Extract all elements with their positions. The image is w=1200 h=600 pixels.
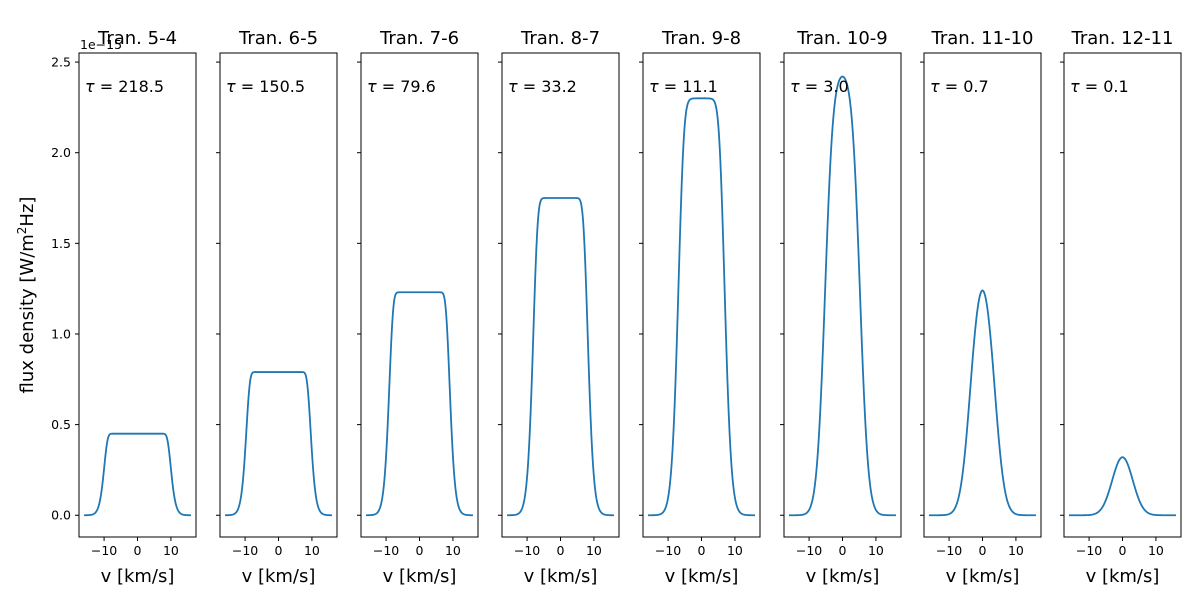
y-tick-label: 2.5 (51, 55, 71, 70)
spectral-line (929, 289, 1036, 517)
tau-value: 218.5 (118, 77, 164, 96)
x-axis-label: v [km/s] (806, 566, 880, 587)
x-tick-label: −10 (936, 543, 962, 558)
x-tick-label: −10 (1076, 543, 1102, 558)
panel-5: Tran. 9-8 τ = 11.1 −10 0 10 v [km/s] (639, 28, 761, 587)
x-tick-label: 10 (727, 543, 743, 558)
y-tick-label: 0.0 (51, 508, 71, 523)
panel-title: Tran. 8-7 (520, 28, 600, 49)
x-tick-label: 0 (275, 543, 283, 558)
spectral-line (648, 97, 755, 517)
tau-prefix: τ = (930, 77, 963, 96)
panel-frame (219, 52, 338, 538)
tau-label: τ = 0.7 (930, 77, 989, 96)
tau-label: τ = 150.5 (226, 77, 305, 96)
x-tick-label: 0 (416, 543, 424, 558)
x-tick-label: −10 (514, 543, 540, 558)
panel-title: Tran. 12-11 (1071, 28, 1174, 49)
panel-frame (360, 52, 479, 538)
x-tick-label: 0 (979, 543, 987, 558)
spectral-line (1069, 456, 1176, 517)
x-tick-label: 10 (304, 543, 320, 558)
panel-6: Tran. 10-9 τ = 3.0 −10 0 10 v [km/s] (780, 28, 902, 587)
tau-label: τ = 11.1 (649, 77, 718, 96)
x-tick-label: −10 (796, 543, 822, 558)
tau-label: τ = 33.2 (508, 77, 577, 96)
y-tick-label: 0.5 (51, 417, 71, 432)
x-tick-label: 0 (557, 543, 565, 558)
tau-prefix: τ = (85, 77, 118, 96)
spectral-line (365, 291, 474, 517)
tau-value: 0.1 (1103, 77, 1128, 96)
x-tick-label: −10 (655, 543, 681, 558)
y-axis-label: flux density [W/m2Hz] (15, 197, 38, 394)
panel-1: Tran. 5-4 τ = 218.5 −10 0 10 v [km/s] 0.0 0.5 1.… (51, 28, 197, 587)
tau-label: τ = 218.5 (85, 77, 164, 96)
x-axis-label: v [km/s] (383, 566, 457, 587)
x-axis-label: v [km/s] (946, 566, 1020, 587)
x-tick-label: 10 (163, 543, 179, 558)
x-tick-label: −10 (91, 543, 117, 558)
tau-value: 0.7 (963, 77, 988, 96)
tau-value: 3.0 (823, 77, 848, 96)
x-axis-label: v [km/s] (665, 566, 739, 587)
x-tick-label: −10 (232, 543, 258, 558)
x-tick-label: 10 (586, 543, 602, 558)
spectral-line (507, 197, 614, 517)
x-axis-label: v [km/s] (524, 566, 598, 587)
panel-8: Tran. 12-11 τ = 0.1 −10 0 10 v [km/s] (1060, 28, 1182, 587)
panel-title: Tran. 10-9 (796, 28, 887, 49)
panel-frame (501, 52, 620, 538)
y-offset-label: 1e−15 (80, 37, 122, 52)
tau-label: τ = 3.0 (790, 77, 849, 96)
tau-prefix: τ = (367, 77, 400, 96)
spectral-line (225, 371, 332, 517)
x-tick-label: 0 (839, 543, 847, 558)
tau-prefix: τ = (1070, 77, 1103, 96)
x-axis-label: v [km/s] (101, 566, 175, 587)
tau-value: 11.1 (682, 77, 718, 96)
panel-frame (1063, 52, 1182, 538)
x-axis-label: v [km/s] (242, 566, 316, 587)
x-tick-label: 0 (134, 543, 142, 558)
spectral-line (83, 432, 192, 517)
panel-title: Tran. 6-5 (238, 28, 318, 49)
y-tick-label: 2.0 (51, 145, 71, 160)
x-tick-label: 10 (1148, 543, 1164, 558)
panel-frame (783, 52, 902, 538)
tau-prefix: τ = (649, 77, 682, 96)
panel-4: Tran. 8-7 τ = 33.2 −10 0 10 v [km/s] (498, 28, 620, 587)
tau-prefix: τ = (790, 77, 823, 96)
panel-title: Tran. 7-6 (379, 28, 459, 49)
y-tick-label: 1.5 (51, 236, 71, 251)
tau-value: 33.2 (541, 77, 577, 96)
tau-prefix: τ = (226, 77, 259, 96)
panel-3: Tran. 7-6 τ = 79.6 −10 0 10 v [km/s] (357, 28, 479, 587)
panel-title: Tran. 5-4 (97, 28, 177, 49)
x-tick-label: 0 (1119, 543, 1127, 558)
panel-frame (78, 52, 197, 538)
x-tick-label: 10 (445, 543, 461, 558)
x-tick-label: 0 (698, 543, 706, 558)
tau-value: 150.5 (259, 77, 305, 96)
panel-7: Tran. 11-10 τ = 0.7 −10 0 10 v [km/s] (920, 28, 1042, 587)
tau-prefix: τ = (508, 77, 541, 96)
panel-title: Tran. 9-8 (661, 28, 741, 49)
y-tick-label: 1.0 (51, 326, 71, 341)
x-axis-label: v [km/s] (1086, 566, 1160, 587)
panel-frame (642, 52, 761, 538)
tau-value: 79.6 (400, 77, 436, 96)
panel-title: Tran. 11-10 (931, 28, 1034, 49)
panel-2: Tran. 6-5 τ = 150.5 −10 0 10 v [km/s] (216, 28, 338, 587)
spectral-line (789, 75, 896, 517)
x-tick-label: 10 (1008, 543, 1024, 558)
tau-label: τ = 0.1 (1070, 77, 1129, 96)
x-tick-label: −10 (373, 543, 399, 558)
panel-frame (923, 52, 1042, 538)
x-tick-label: 10 (868, 543, 884, 558)
tau-label: τ = 79.6 (367, 77, 436, 96)
